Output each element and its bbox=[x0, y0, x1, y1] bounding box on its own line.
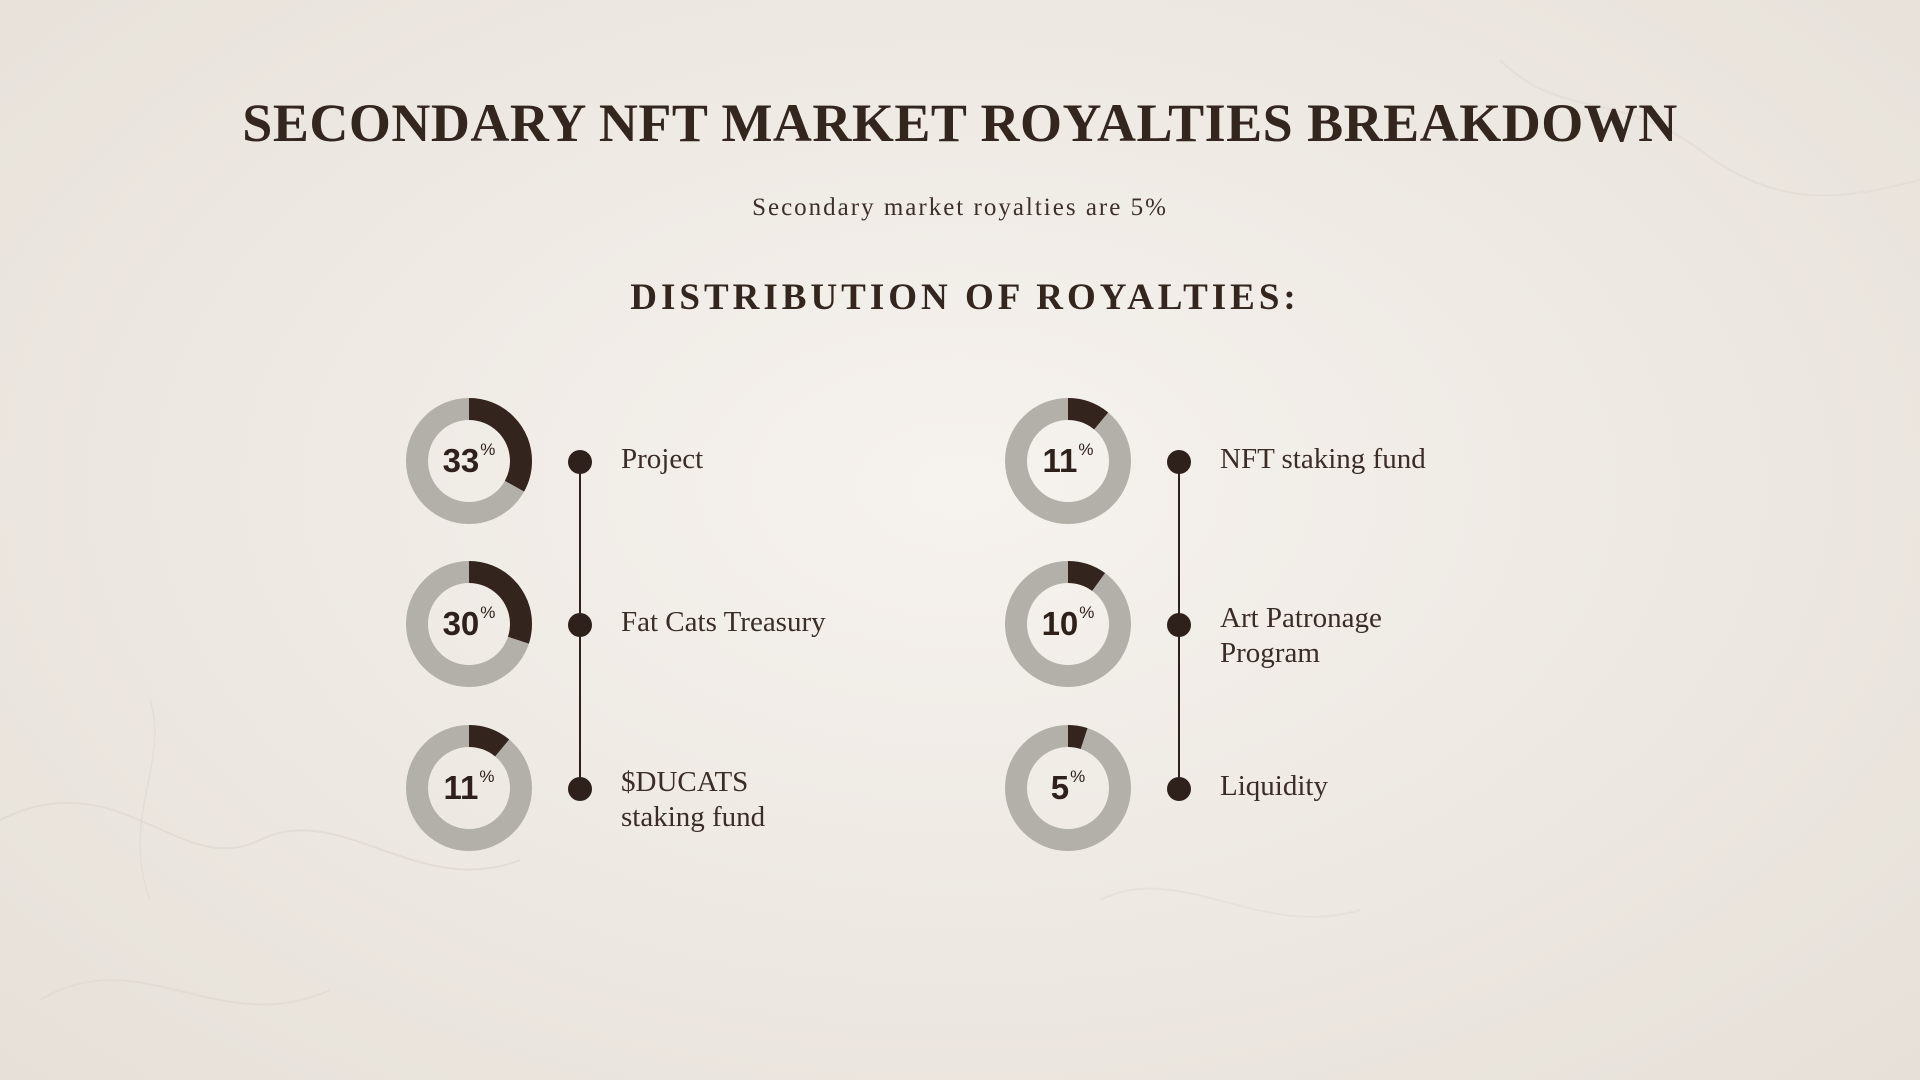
section-heading: DISTRIBUTION OF ROYALTIES: bbox=[630, 277, 1300, 318]
distribution-column-right: 11% NFT staking fund 10% Art Patronage P… bbox=[995, 390, 1635, 870]
donut-fill bbox=[1005, 561, 1131, 687]
page-subtitle: Secondary market royalties are 5% bbox=[752, 194, 1168, 221]
donut-chart: 30% bbox=[404, 559, 534, 689]
donut-number: 30 bbox=[442, 605, 480, 642]
donut-fill bbox=[406, 725, 532, 851]
donut-number: 33 bbox=[442, 442, 480, 479]
donut-chart: 10% bbox=[1003, 559, 1133, 689]
donut-value: 33% bbox=[404, 396, 534, 526]
distribution-item: 33% Project bbox=[396, 390, 1036, 524]
timeline-dot bbox=[1167, 777, 1191, 801]
item-label: Project bbox=[621, 443, 704, 475]
donut-ring bbox=[1005, 561, 1131, 687]
percent-sign: % bbox=[1070, 767, 1086, 786]
timeline-dot bbox=[568, 613, 592, 637]
timeline-dot bbox=[1167, 450, 1191, 474]
donut-ring bbox=[1005, 398, 1131, 524]
distribution-column-left: 33% Project 30% Fat Cats Treasury 11% bbox=[396, 390, 1036, 870]
donut-number: 11 bbox=[443, 769, 479, 806]
donut-fill bbox=[406, 398, 532, 524]
donut-ring bbox=[1005, 725, 1131, 851]
item-label: Art Patronage Program bbox=[1220, 602, 1382, 669]
donut-chart: 5% bbox=[1003, 723, 1133, 853]
timeline-dot bbox=[568, 777, 592, 801]
donut-chart: 11% bbox=[404, 723, 534, 853]
donut-value: 30% bbox=[404, 559, 534, 689]
percent-sign: % bbox=[1078, 440, 1094, 459]
item-label: $DUCATS staking fund bbox=[621, 766, 766, 833]
donut-value: 5% bbox=[1003, 723, 1133, 853]
donut-fill bbox=[1005, 398, 1131, 524]
donut-ring bbox=[406, 398, 532, 524]
percent-sign: % bbox=[480, 603, 496, 622]
percent-sign: % bbox=[1079, 603, 1095, 622]
distribution-item: 10% Art Patronage Program bbox=[995, 553, 1635, 687]
item-label: Liquidity bbox=[1220, 770, 1328, 802]
timeline-dot bbox=[568, 450, 592, 474]
donut-value: 11% bbox=[404, 723, 534, 853]
percent-sign: % bbox=[479, 767, 495, 786]
item-label: NFT staking fund bbox=[1220, 443, 1426, 475]
distribution-item: 11% NFT staking fund bbox=[995, 390, 1635, 524]
donut-ring bbox=[406, 561, 532, 687]
donut-fill bbox=[1005, 725, 1131, 851]
distribution-item: 5% Liquidity bbox=[995, 717, 1635, 851]
donut-chart: 11% bbox=[1003, 396, 1133, 526]
donut-number: 11 bbox=[1042, 442, 1078, 479]
donut-number: 10 bbox=[1041, 605, 1079, 642]
donut-chart: 33% bbox=[404, 396, 534, 526]
percent-sign: % bbox=[480, 440, 496, 459]
page-title: SECONDARY NFT MARKET ROYALTIES BREAKDOWN bbox=[242, 93, 1678, 153]
donut-value: 10% bbox=[1003, 559, 1133, 689]
distribution-item: 11% $DUCATS staking fund bbox=[396, 717, 1036, 851]
donut-value: 11% bbox=[1003, 396, 1133, 526]
donut-fill bbox=[406, 561, 532, 687]
item-label: Fat Cats Treasury bbox=[621, 606, 826, 638]
distribution-item: 30% Fat Cats Treasury bbox=[396, 553, 1036, 687]
timeline-dot bbox=[1167, 613, 1191, 637]
donut-ring bbox=[406, 725, 532, 851]
donut-number: 5 bbox=[1050, 769, 1070, 806]
